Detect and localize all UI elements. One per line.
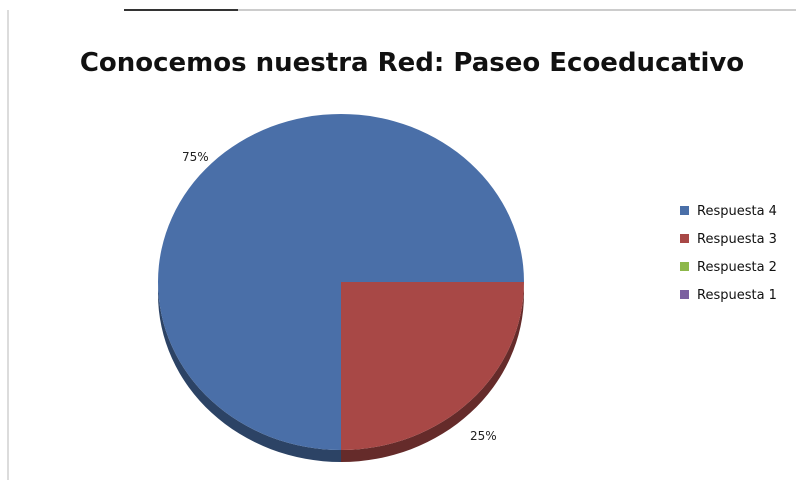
chart-title: Conocemos nuestra Red: Paseo Ecoeducativ… [80,48,744,78]
data-label-respuesta-3: 25% [470,429,497,443]
legend-swatch-respuesta-4 [680,206,689,215]
legend-swatch-respuesta-2 [680,262,689,271]
pie-slice-respuesta-3[interactable] [341,282,524,450]
legend-label-respuesta-1: Respuesta 1 [697,288,777,303]
legend-label-respuesta-2: Respuesta 2 [697,260,777,275]
pie-plot-area [158,114,524,462]
legend-label-respuesta-4: Respuesta 4 [697,204,777,219]
legend-swatch-respuesta-1 [680,290,689,299]
legend-label-respuesta-3: Respuesta 3 [697,232,777,247]
legend-swatch-respuesta-3 [680,234,689,243]
legend: Respuesta 4 Respuesta 3 Respuesta 2 Resp… [680,204,777,303]
data-label-respuesta-4: 75% [182,150,209,164]
